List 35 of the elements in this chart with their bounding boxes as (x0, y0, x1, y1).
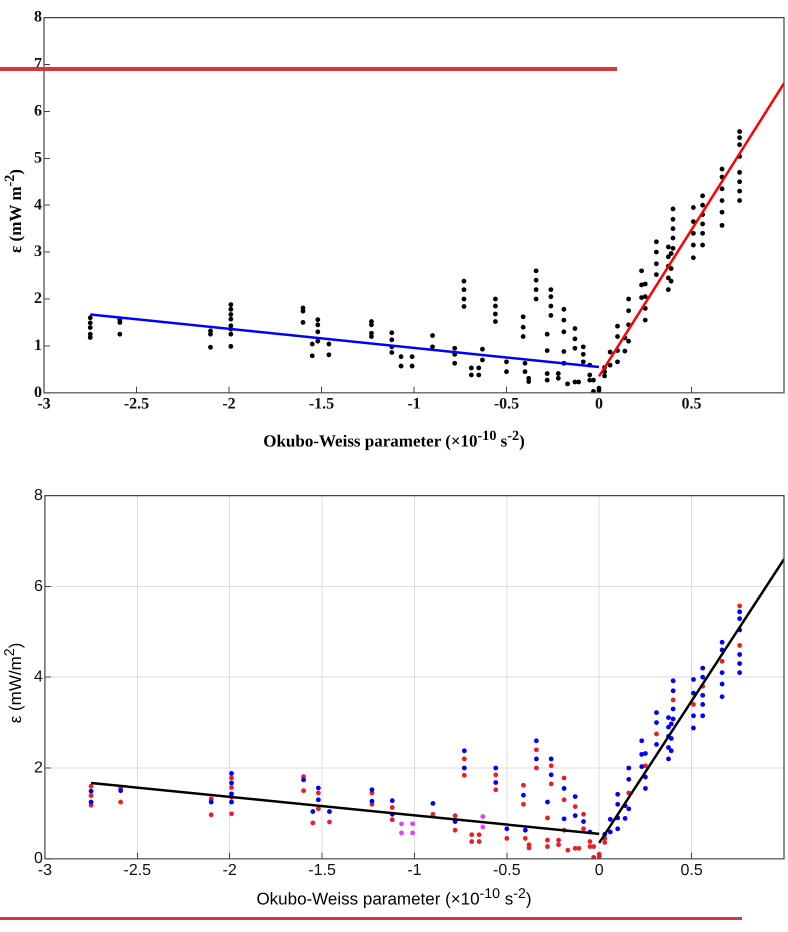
y-tick-label: 4 (34, 196, 42, 214)
y-tick-label: 4 (34, 668, 43, 686)
x-tick-label: 0 (594, 862, 604, 879)
point (480, 824, 486, 830)
y-tick-label: 0 (34, 384, 42, 401)
point (480, 814, 486, 819)
y-tick-label: 2 (34, 759, 43, 776)
point (399, 821, 404, 826)
x-tick-label: -1.5 (308, 396, 334, 413)
x-tick-label: -1 (407, 862, 422, 879)
y-tick-label: 5 (34, 149, 42, 166)
x-axis-title: Okubo-Weiss parameter (×10$^{-10}$ s$^{-2}$) (262, 428, 526, 452)
y-tick-label: 0 (34, 850, 43, 868)
x-tick-label: -1.5 (308, 862, 336, 879)
x-tick-label: -2 (222, 396, 236, 413)
x-tick-label: -0.5 (494, 396, 520, 413)
point (410, 821, 415, 826)
y-tick-label: 8 (34, 8, 42, 26)
x-tick-label: -1 (407, 396, 421, 413)
y-tick-label: 2 (34, 290, 42, 308)
x-tick-label: 0.5 (680, 862, 703, 879)
x-tick-label: -0.5 (493, 862, 521, 879)
y-tick-label: 1 (34, 337, 42, 354)
point (410, 830, 415, 836)
point (399, 830, 404, 836)
y-tick-label: 6 (34, 578, 43, 595)
y-tick-label: 8 (34, 487, 43, 504)
x-tick-label: 0 (595, 396, 603, 413)
y-tick-label: 3 (34, 243, 42, 260)
x-tick-label: -2.5 (123, 862, 152, 879)
y-tick-label: 6 (34, 102, 42, 120)
x-tick-label: -2.5 (124, 396, 150, 413)
x-tick-label: 0.5 (682, 396, 702, 413)
x-tick-label: -2 (222, 862, 237, 879)
x-axis-title: Okubo-Weiss parameter (×10$^{-10}$ s$^{-2}$) (255, 886, 533, 910)
